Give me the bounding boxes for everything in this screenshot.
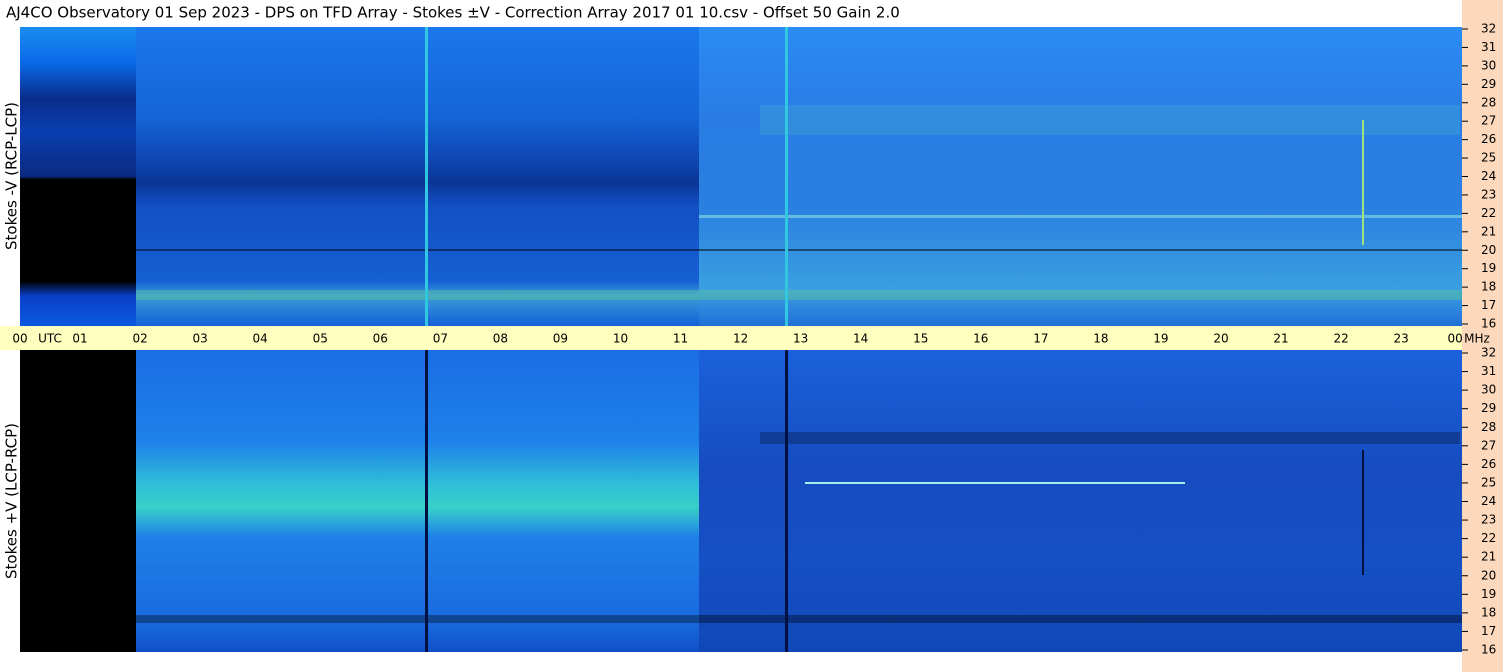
bottom-spectrogram (20, 350, 1462, 652)
x-tick-label: 09 (553, 332, 568, 346)
y-tick-label: 17 (1481, 624, 1496, 638)
image-line (785, 27, 788, 326)
y-tick-label: 22 (1481, 206, 1496, 220)
x-tick-label: 19 (1153, 332, 1168, 346)
x-tick-label: 05 (313, 332, 328, 346)
y-tick-label: 26 (1481, 457, 1496, 471)
image-band (760, 432, 1460, 444)
y-tick-label: 16 (1481, 643, 1496, 657)
x-tick-label: 01 (72, 332, 87, 346)
x-axis-label: UTC (38, 332, 62, 346)
unit-label: MHz (1464, 332, 1490, 346)
x-tick-label: 22 (1333, 332, 1348, 346)
x-tick-label: 02 (132, 332, 147, 346)
y-axis-label: Stokes -V (RCP-LCP) (3, 102, 21, 250)
image-line (425, 350, 428, 652)
x-tick-label: 14 (853, 332, 868, 346)
y-tick-label: 27 (1481, 114, 1496, 128)
y-tick-label: 25 (1481, 151, 1496, 165)
y-tick-label: 27 (1481, 438, 1496, 452)
y-tick-label: 29 (1481, 401, 1496, 415)
image-band (699, 27, 1462, 326)
image-line (1362, 120, 1364, 245)
image-band (136, 615, 1462, 623)
x-tick-label: 08 (493, 332, 508, 346)
x-tick-label: 10 (613, 332, 628, 346)
x-tick-label: 03 (193, 332, 208, 346)
y-tick-label: 20 (1481, 568, 1496, 582)
x-tick-label: 20 (1213, 332, 1228, 346)
y-tick-label: 24 (1481, 169, 1496, 183)
y-tick-label: 21 (1481, 550, 1496, 564)
image-band (699, 215, 1462, 218)
y-tick-label: 21 (1481, 224, 1496, 238)
x-tick-label: 16 (973, 332, 988, 346)
image-line (425, 27, 428, 326)
x-tick-label: 15 (913, 332, 928, 346)
y-tick-label: 31 (1481, 40, 1496, 54)
x-tick-label: 06 (373, 332, 388, 346)
x-tick-label: 04 (253, 332, 268, 346)
image-band (699, 350, 1462, 652)
top-spectrogram (20, 27, 1462, 326)
image-band (20, 350, 136, 652)
y-tick-label: 32 (1481, 22, 1496, 36)
y-tick-label: 28 (1481, 420, 1496, 434)
y-tick-label: 17 (1481, 298, 1496, 312)
y-tick-label: 18 (1481, 605, 1496, 619)
y-tick-label: 16 (1481, 317, 1496, 331)
image-band (136, 249, 1462, 251)
x-tick-label: 23 (1394, 332, 1409, 346)
right-strip (1462, 0, 1503, 672)
y-tick-label: 19 (1481, 587, 1496, 601)
time-axis (0, 326, 1462, 350)
y-axis-label: Stokes +V (LCP-RCP) (3, 423, 21, 579)
y-tick-label: 29 (1481, 77, 1496, 91)
x-tick-label: 00 (1448, 332, 1463, 346)
y-tick-label: 23 (1481, 187, 1496, 201)
image-band (136, 290, 1462, 300)
y-tick-label: 19 (1481, 261, 1496, 275)
x-tick-label: 12 (733, 332, 748, 346)
image-band (805, 482, 1185, 484)
y-tick-label: 26 (1481, 132, 1496, 146)
y-tick-label: 20 (1481, 243, 1496, 257)
x-tick-label: 17 (1033, 332, 1048, 346)
y-tick-label: 25 (1481, 475, 1496, 489)
y-tick-label: 24 (1481, 494, 1496, 508)
y-tick-label: 18 (1481, 280, 1496, 294)
x-tick-label: 11 (673, 332, 688, 346)
y-tick-label: 32 (1481, 346, 1496, 360)
image-band (136, 27, 699, 326)
x-tick-label: 21 (1273, 332, 1288, 346)
image-line (785, 350, 788, 652)
y-tick-label: 22 (1481, 531, 1496, 545)
y-tick-label: 30 (1481, 58, 1496, 72)
y-tick-label: 31 (1481, 364, 1496, 378)
image-band (760, 105, 1460, 135)
image-band (136, 350, 699, 652)
x-tick-label: 18 (1093, 332, 1108, 346)
y-tick-label: 23 (1481, 513, 1496, 527)
image-line (1362, 450, 1364, 575)
x-tick-label: 00 (12, 332, 27, 346)
y-tick-label: 30 (1481, 383, 1496, 397)
y-tick-label: 28 (1481, 95, 1496, 109)
image-band (20, 27, 136, 326)
chart-title: AJ4CO Observatory 01 Sep 2023 - DPS on T… (6, 4, 900, 22)
x-tick-label: 07 (433, 332, 448, 346)
x-tick-label: 13 (793, 332, 808, 346)
